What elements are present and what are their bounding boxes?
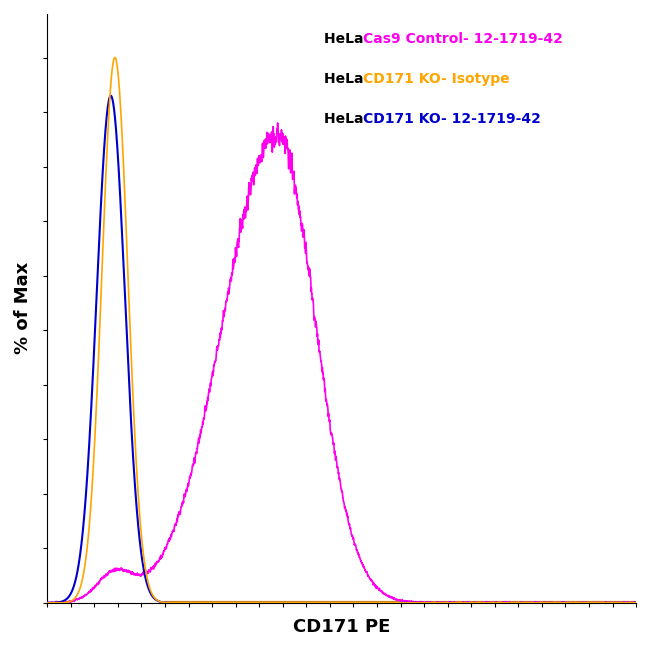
Text: Cas9 Control- 12-1719-42: Cas9 Control- 12-1719-42 bbox=[363, 32, 563, 46]
Y-axis label: % of Max: % of Max bbox=[14, 262, 32, 354]
Text: HeLa: HeLa bbox=[324, 112, 369, 125]
Text: CD171 KO- Isotype: CD171 KO- Isotype bbox=[363, 72, 510, 86]
Text: HeLa: HeLa bbox=[324, 32, 369, 46]
X-axis label: CD171 PE: CD171 PE bbox=[293, 618, 391, 636]
Text: HeLa: HeLa bbox=[324, 72, 369, 86]
Text: CD171 KO- 12-1719-42: CD171 KO- 12-1719-42 bbox=[363, 112, 541, 125]
